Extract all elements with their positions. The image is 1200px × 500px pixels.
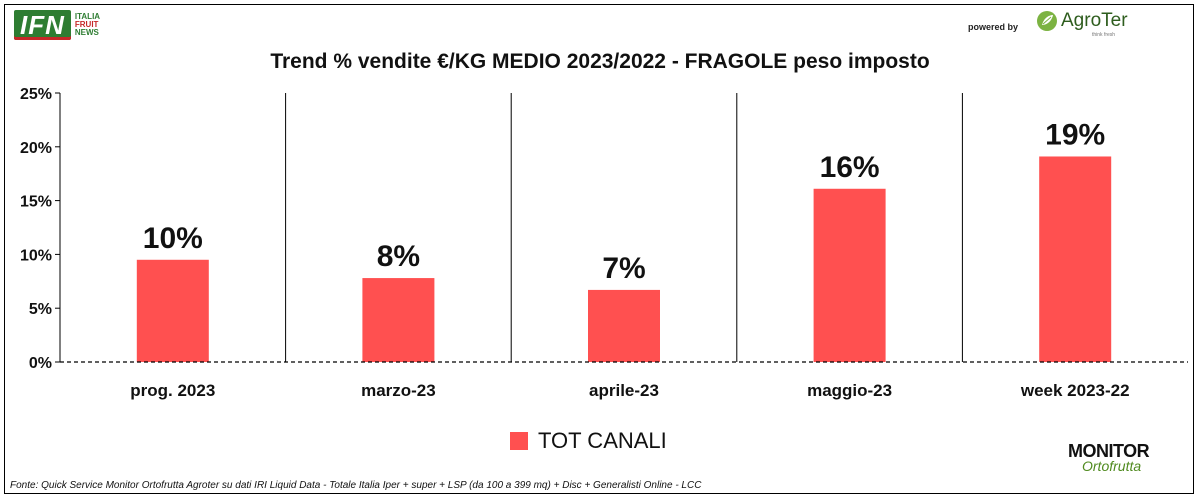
ifn-sub-line: FRUIT	[74, 20, 99, 29]
data-label: 19%	[1045, 118, 1105, 151]
y-tick-label: 20%	[20, 140, 52, 157]
ifn-logo-subtitle: ITALIA FRUIT NEWS	[75, 13, 100, 37]
source-note: Fonte: Quick Service Monitor Ortofrutta …	[10, 480, 702, 491]
y-tick-label: 10%	[20, 247, 52, 264]
monitor-logo-top: MONITOR	[1068, 441, 1150, 461]
data-label: 7%	[602, 252, 645, 285]
ifn-logo: IFN ITALIA FRUIT NEWS	[14, 10, 100, 40]
data-label: 16%	[820, 151, 880, 184]
ifn-sub-line: NEWS	[74, 28, 99, 37]
agroter-tagline: think fresh	[1092, 32, 1116, 38]
x-tick-label: marzo-23	[361, 381, 436, 400]
x-tick-label: aprile-23	[589, 381, 659, 400]
agroter-name: AgroTer	[1061, 10, 1128, 31]
chart-legend: TOT CANALI	[510, 428, 667, 454]
agroter-logo: AgroTer think fresh	[1036, 10, 1128, 38]
y-tick-label: 0%	[29, 355, 52, 372]
data-label: 8%	[377, 240, 420, 273]
powered-by-label: powered by	[968, 22, 1019, 32]
x-tick-label: prog. 2023	[130, 381, 215, 400]
bar	[362, 278, 435, 362]
bar	[588, 289, 660, 362]
x-tick-label: week 2023-22	[1020, 381, 1130, 400]
x-tick-label: maggio-23	[807, 381, 892, 400]
monitor-logo-bottom: Ortofrutta	[1082, 458, 1142, 474]
y-tick-label: 25%	[20, 86, 52, 103]
bar-chart: 0% 5% 10% 15% 20% 25% 10% prog. 2023 8% marzo-23 7…	[20, 86, 1188, 400]
legend-swatch	[510, 432, 528, 450]
chart-frame	[4, 4, 1194, 494]
ifn-sub-line: ITALIA	[74, 12, 101, 21]
bar	[136, 259, 209, 362]
agroter-leaf-icon	[1037, 11, 1057, 31]
bar	[1039, 156, 1112, 362]
data-label: 10%	[143, 222, 203, 255]
monitor-ortofrutta-logo: MONITOR Ortofrutta	[1068, 441, 1150, 474]
chart-title: Trend % vendite €/KG MEDIO 2023/2022 - F…	[270, 50, 930, 73]
legend-label: TOT CANALI	[538, 428, 667, 453]
bar	[813, 188, 886, 362]
y-tick-label: 5%	[29, 301, 52, 318]
ifn-logo-mark: IFN	[14, 10, 71, 40]
y-tick-label: 15%	[20, 194, 52, 211]
